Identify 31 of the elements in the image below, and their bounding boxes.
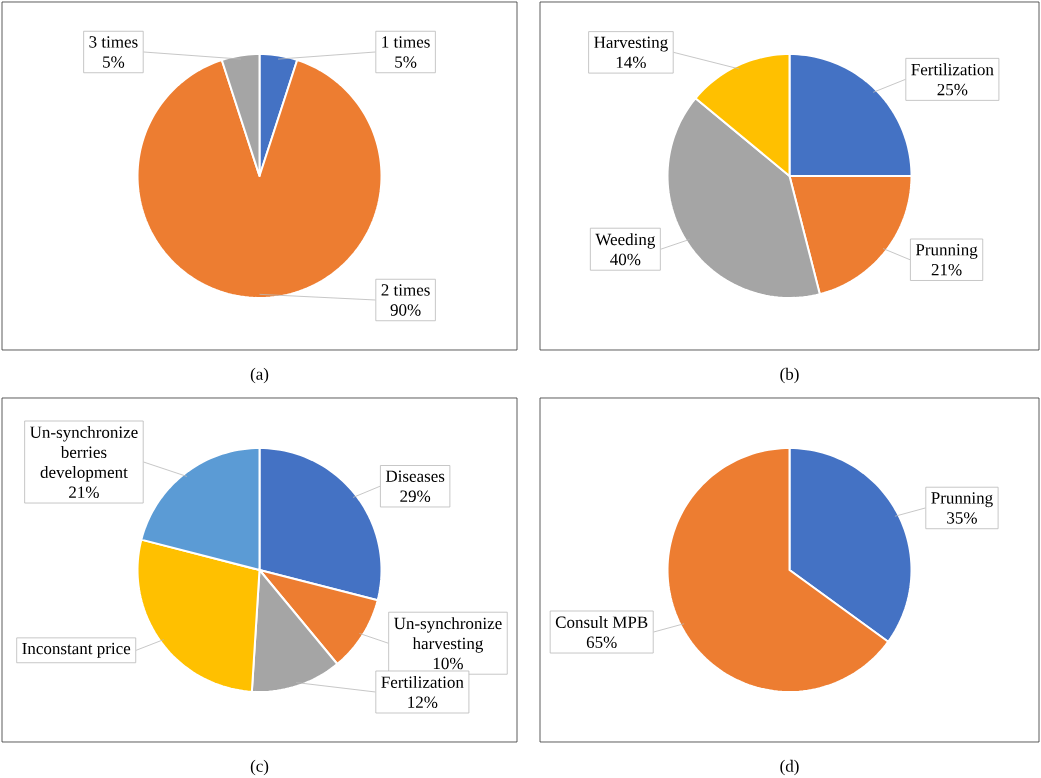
data-label: 21% [69,486,99,499]
slice-label: Diseases [385,470,445,482]
data-label: 90% [390,304,421,316]
data-label: 40% [610,253,641,266]
data-label: 29% [400,490,431,502]
text: (b) [780,367,799,384]
slice-label: 2 times [381,284,430,296]
data-label: 10% [433,657,463,670]
slice-label: Consult MPB [555,616,648,628]
slice-label: Prunning [931,492,993,508]
slice-label: Prunning [915,244,978,259]
data-label: 35% [947,512,977,524]
slice-label: Harvesting [594,36,668,52]
slice-label: Fertilization [381,675,464,688]
slice-label: Un-synchronize berries development [29,426,138,482]
slice-label: Un-synchronize harvesting [394,617,502,653]
slice-label: Inconstant price [22,642,131,658]
data-label: 5% [395,56,417,68]
data-label: 65% [586,636,617,649]
slice-label: 1 times [382,36,430,48]
text: (a) [250,367,269,384]
text: (d) [780,759,799,776]
slice-label: 3 times [89,36,138,48]
data-label: 25% [937,83,968,96]
slice-label: Fertilization [911,63,994,76]
data-label: 21% [931,263,962,276]
text: (c) [250,759,269,776]
data-label: 12% [408,696,438,708]
slice-label: Weeding [595,233,656,249]
data-label: 14% [616,56,646,69]
data-label: 5% [103,56,125,68]
